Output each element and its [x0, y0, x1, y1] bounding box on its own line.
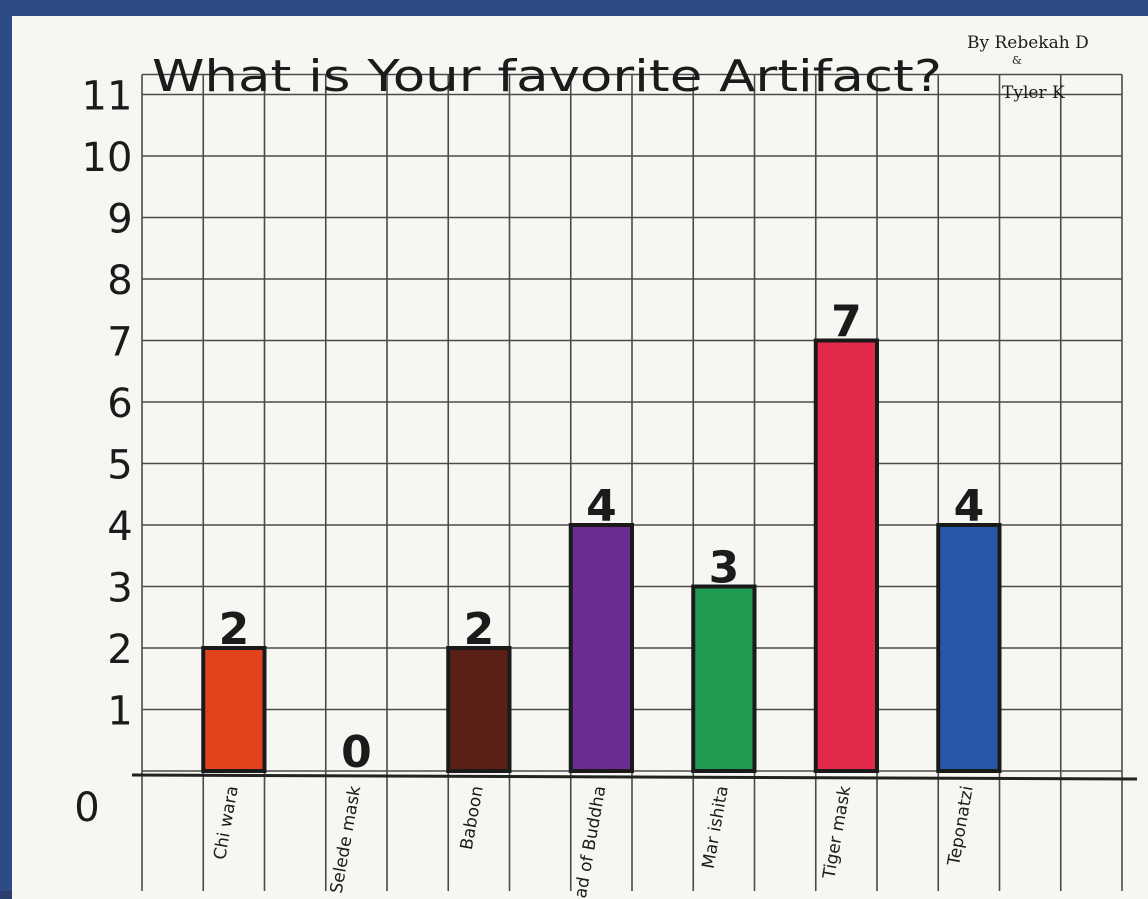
byline-ampersand: & — [1012, 54, 1022, 67]
bar — [693, 587, 754, 772]
y-tick-label: 8 — [107, 258, 132, 304]
x-axis-line — [132, 775, 1137, 779]
data-label: 0 — [341, 727, 372, 778]
x-tick-label: Chi wara — [210, 784, 243, 861]
x-tick-label: Selede mask — [327, 784, 366, 895]
data-label: 2 — [464, 604, 495, 655]
x-tick-label: Head of Buddha — [567, 784, 610, 899]
bars — [203, 341, 999, 772]
byline-author-1: By Rebekah D — [967, 33, 1089, 53]
bar-chart: 0 1 2 3 4 5 6 7 8 9 10 11 2 Chi wara 0 Selede mask 2 Babo… — [12, 16, 1148, 899]
bar — [203, 648, 264, 771]
y-tick-label: 1 — [107, 689, 132, 735]
x-tick-label: Mar ishita — [699, 784, 733, 870]
y-tick-label: 2 — [107, 627, 132, 673]
x-tick-label: Baboon — [457, 784, 488, 851]
y-tick-label: 7 — [107, 320, 132, 366]
y-tick-label: 11 — [82, 74, 133, 120]
byline-author-2: Tyler K — [1002, 83, 1065, 103]
x-tick-label: Teponatzi — [944, 784, 978, 868]
bar — [816, 341, 877, 772]
data-label: 2 — [219, 604, 250, 655]
bar — [938, 525, 999, 771]
y-tick-label: 3 — [107, 566, 132, 612]
y-tick-label: 9 — [107, 197, 132, 243]
bar — [448, 648, 509, 771]
data-label: 4 — [954, 481, 985, 532]
y-tick-label: 6 — [107, 381, 132, 427]
y-tick-label: 0 — [74, 785, 99, 831]
graph-paper: 0 1 2 3 4 5 6 7 8 9 10 11 2 Chi wara 0 Selede mask 2 Babo… — [12, 16, 1148, 899]
y-tick-label: 4 — [107, 504, 132, 550]
bar — [571, 525, 632, 771]
data-label: 7 — [831, 297, 862, 348]
x-tick-label: Tiger mask — [819, 784, 855, 881]
chart-title: What is Your favorite Artifact? — [152, 51, 942, 102]
data-label: 3 — [709, 543, 740, 594]
y-tick-label: 10 — [82, 135, 133, 181]
y-tick-label: 5 — [107, 443, 132, 489]
axes — [132, 775, 1137, 779]
data-label: 4 — [586, 481, 617, 532]
